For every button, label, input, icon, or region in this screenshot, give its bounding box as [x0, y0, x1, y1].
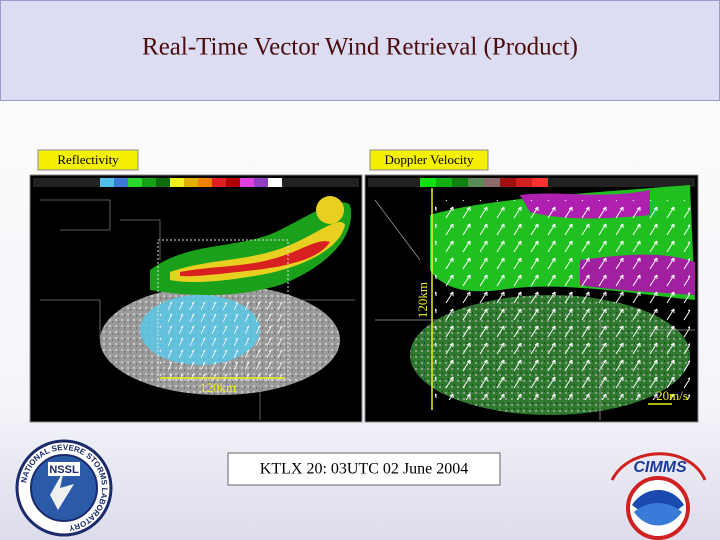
map-lines — [40, 199, 355, 420]
reflectivity-panel: 120km Reflectivity — [29, 149, 363, 423]
echo — [170, 221, 345, 283]
velocity-panel: 120km 20m/s Doppler Velocity — [364, 149, 699, 423]
color-scale — [368, 178, 695, 187]
caption: KTLX 20: 03UTC 02 June 2004 — [260, 461, 468, 478]
wind-vectors — [435, 200, 690, 400]
nssl-logo: NATIONAL SEVERE STORMS LABORATORY NSSL — [15, 439, 113, 537]
domain-box — [157, 239, 289, 381]
caption-box — [227, 452, 501, 486]
echo — [180, 241, 330, 277]
map-lines — [374, 199, 695, 420]
panel-label: Reflectivity — [57, 152, 119, 167]
slide-title: Real-Time Vector Wind Retrieval (Product… — [142, 34, 578, 61]
logo-text: NSSL — [49, 464, 79, 476]
title-bar — [0, 0, 720, 101]
panel-label: Doppler Velocity — [385, 152, 474, 167]
echo — [316, 196, 344, 224]
wind-vectors — [160, 300, 285, 380]
color-scale — [33, 178, 359, 187]
cimms-logo: CIMMS — [610, 452, 707, 540]
scale-label: 120km — [415, 282, 430, 318]
panel-label-box — [369, 149, 489, 171]
logo-text: CIMMS — [633, 459, 687, 476]
scale-label: 120km — [200, 380, 236, 395]
panel-label-box — [37, 149, 139, 171]
reference-label: 20m/s — [656, 388, 688, 403]
